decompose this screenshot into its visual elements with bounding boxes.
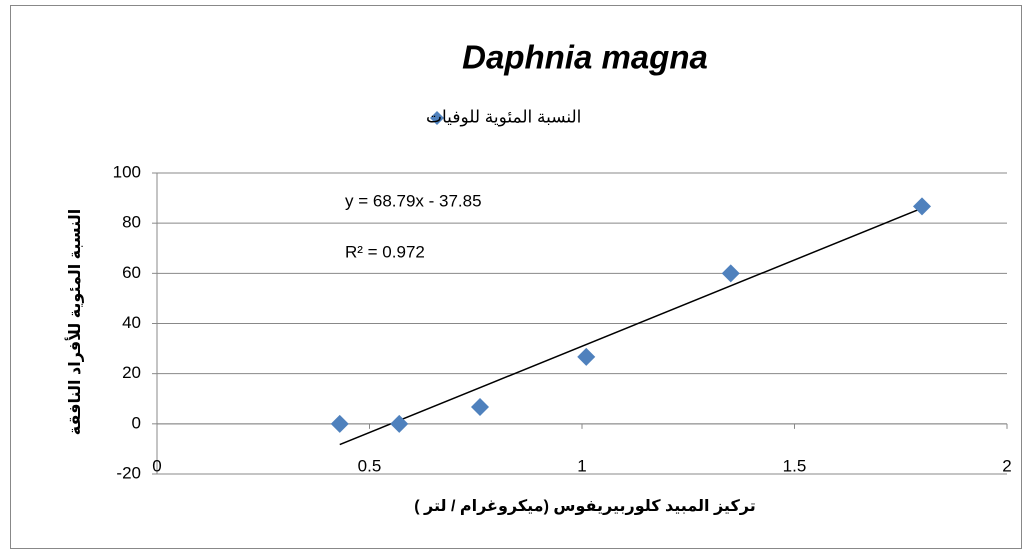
- y-tick-label: -20: [116, 463, 141, 482]
- data-point: [913, 197, 931, 216]
- trendline: [339, 207, 923, 446]
- chart-title: Daphnia magna: [462, 39, 708, 76]
- legend-label: النسبة المئوية للوفيات: [426, 107, 581, 126]
- y-tick-label: 80: [122, 213, 141, 232]
- y-tick-label: 40: [122, 313, 141, 332]
- x-tick-label: 0.5: [358, 456, 382, 475]
- y-tick-label: 0: [132, 413, 141, 432]
- y-axis-label: النسبة المئوية للأفراد النافقة: [65, 209, 84, 435]
- x-tick-label: 1: [577, 456, 586, 475]
- x-tick-label: 0: [152, 456, 161, 475]
- y-tick-label: 60: [122, 263, 141, 282]
- data-point: [471, 398, 489, 417]
- data-point: [577, 347, 596, 366]
- y-tick-label: 100: [113, 162, 141, 181]
- data-point: [330, 414, 349, 433]
- data-point: [721, 264, 740, 283]
- x-tick-label: 1.5: [783, 456, 807, 475]
- trendline-equation: y = 68.79x - 37.85: [345, 191, 482, 210]
- trendline-r2: R² = 0.972: [345, 242, 425, 261]
- x-tick-label: 2: [1002, 456, 1011, 475]
- y-tick-label: 20: [122, 363, 141, 382]
- x-axis-label: تركيز المبيد كلوربيريفوس (ميكروغرام / لت…: [414, 498, 755, 515]
- data-point: [390, 414, 409, 433]
- legend-marker: [430, 111, 444, 125]
- chart-border: [10, 5, 1022, 549]
